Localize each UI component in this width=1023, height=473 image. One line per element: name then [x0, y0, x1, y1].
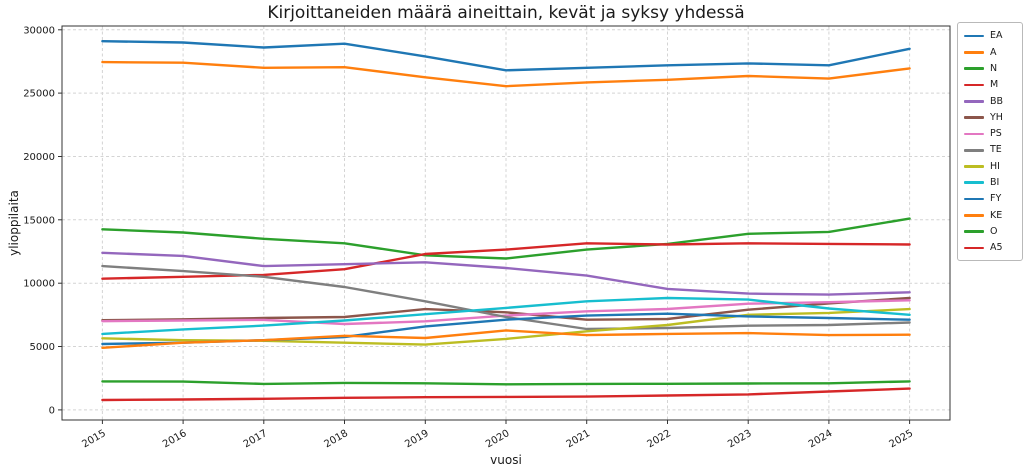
- x-tick-label: 2022: [645, 428, 673, 450]
- series-line-a5: [101, 387, 911, 402]
- x-tick-label: 2016: [161, 428, 189, 450]
- legend-label: FY: [990, 193, 1002, 205]
- y-tick-label: 5000: [30, 342, 55, 353]
- legend-item-ps: PS: [964, 126, 1020, 142]
- legend-item-a5: A5: [964, 240, 1020, 256]
- legend-swatch-icon: [964, 99, 984, 103]
- legend-item-te: TE: [964, 142, 1020, 158]
- series-line-ea: [101, 40, 911, 72]
- legend-label: HI: [990, 160, 1000, 172]
- legend-swatch-icon: [964, 132, 984, 136]
- legend-swatch-icon: [964, 197, 984, 201]
- y-tick-label: 15000: [23, 215, 55, 226]
- legend-item-m: M: [964, 77, 1020, 93]
- x-tick-label: 2015: [80, 428, 108, 450]
- legend-swatch-icon: [964, 214, 984, 217]
- legend-item-ke: KE: [964, 207, 1020, 223]
- series-line-bi: [101, 296, 911, 336]
- series-line-o: [101, 380, 911, 386]
- legend-item-fy: FY: [964, 191, 1020, 207]
- x-tick-label: 2024: [807, 428, 835, 450]
- series-line-bb: [101, 251, 911, 296]
- legend-label: PS: [990, 128, 1002, 140]
- y-tick-label: 0: [49, 405, 55, 416]
- legend-label: YH: [990, 111, 1003, 123]
- legend-label: A: [990, 46, 997, 58]
- y-axis-label: ylioppilaita: [7, 190, 21, 256]
- legend: EA A N M BB YH PS TE HI BI FY KE O A5: [957, 22, 1023, 262]
- series-line-a: [101, 60, 911, 88]
- legend-swatch-icon: [964, 148, 984, 152]
- y-tick-label: 10000: [23, 279, 55, 290]
- series-line-yh: [101, 296, 911, 322]
- x-tick-label: 2023: [726, 428, 754, 450]
- y-tick-label: 25000: [23, 89, 55, 100]
- legend-label: M: [990, 79, 999, 91]
- legend-label: A5: [990, 242, 1003, 254]
- legend-item-n: N: [964, 61, 1020, 77]
- legend-swatch-icon: [964, 51, 984, 54]
- legend-label: EA: [990, 30, 1003, 42]
- legend-swatch-icon: [964, 83, 984, 87]
- y-tick-label: 20000: [23, 152, 55, 163]
- legend-swatch-icon: [964, 34, 984, 38]
- chart-title: Kirjoittaneiden määrä aineittain, kevät …: [267, 3, 745, 23]
- legend-item-yh: YH: [964, 109, 1020, 125]
- legend-label: BB: [990, 95, 1004, 107]
- x-tick-label: 2021: [565, 428, 593, 450]
- x-tick-label: 2018: [322, 428, 350, 450]
- x-tick-label: 2025: [888, 428, 916, 450]
- y-tick-label: 30000: [23, 25, 55, 36]
- legend-swatch-icon: [964, 67, 984, 71]
- x-tick-label: 2020: [484, 428, 512, 450]
- series-line-n: [101, 217, 911, 260]
- series-line-ke: [101, 329, 911, 349]
- legend-label: BI: [990, 177, 1000, 189]
- legend-item-o: O: [964, 224, 1020, 240]
- legend-label: O: [990, 225, 998, 237]
- legend-item-hi: HI: [964, 158, 1020, 174]
- legend-label: TE: [990, 144, 1002, 156]
- legend-item-ea: EA: [964, 28, 1020, 44]
- x-tick-label: 2019: [403, 428, 431, 450]
- legend-swatch-icon: [964, 230, 984, 234]
- legend-swatch-icon: [964, 165, 984, 168]
- legend-swatch-icon: [964, 116, 984, 119]
- legend-item-bi: BI: [964, 175, 1020, 191]
- legend-swatch-icon: [964, 181, 984, 185]
- x-tick-label: 2017: [242, 428, 270, 450]
- x-axis-label: vuosi: [490, 453, 522, 467]
- legend-label: KE: [990, 209, 1003, 221]
- legend-item-a: A: [964, 44, 1020, 60]
- legend-item-bb: BB: [964, 93, 1020, 109]
- legend-swatch-icon: [964, 246, 984, 250]
- legend-label: N: [990, 62, 998, 74]
- series-line-te: [101, 264, 911, 331]
